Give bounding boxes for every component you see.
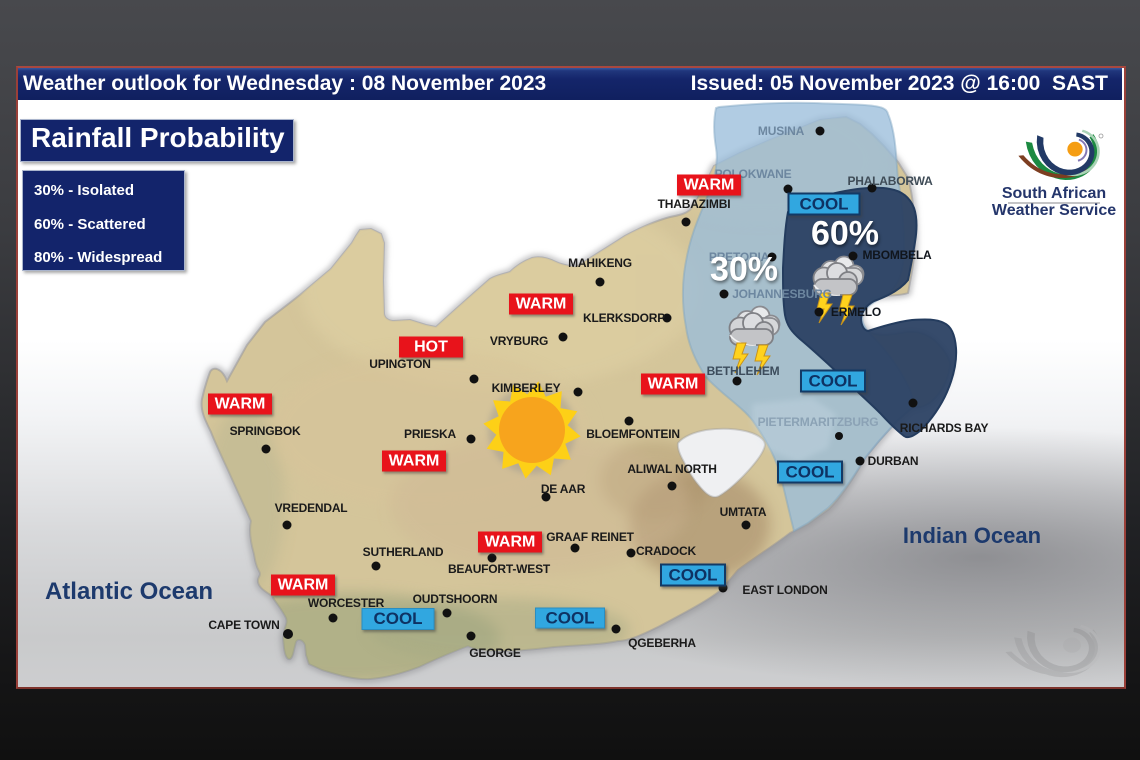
svg-text:Weather Service: Weather Service bbox=[992, 202, 1116, 219]
svg-text:South African: South African bbox=[1002, 185, 1106, 202]
